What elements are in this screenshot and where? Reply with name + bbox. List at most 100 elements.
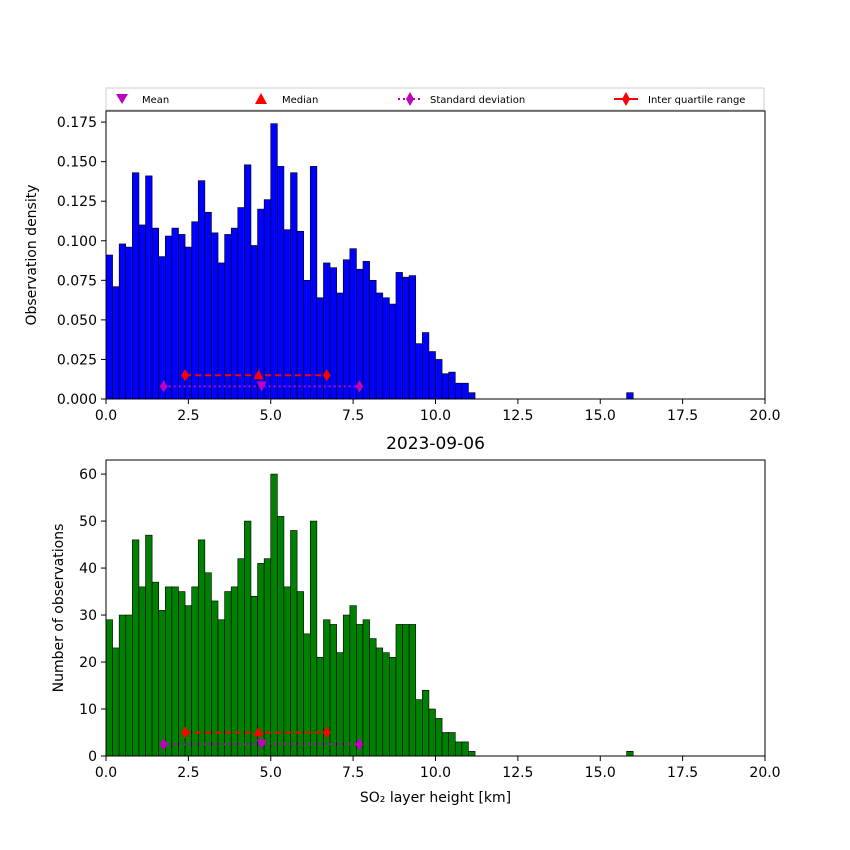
count-bar — [118, 614, 127, 757]
density-bar — [277, 166, 285, 400]
count-bar — [428, 708, 436, 757]
density-y-tick-label: 0.075 — [57, 273, 97, 289]
density-y-axis-label: Observation density — [24, 184, 40, 325]
legend-label-std: Standard deviation — [430, 95, 525, 106]
density-bar — [237, 207, 245, 400]
count-bar — [454, 741, 463, 757]
density-y-tick-label: 0.050 — [57, 313, 97, 329]
density-bar — [349, 248, 357, 400]
density-bar — [151, 227, 160, 400]
count-median-marker — [253, 726, 264, 737]
count-bar — [171, 586, 179, 757]
density-y-tick-label: 0.150 — [57, 155, 97, 171]
count-bar — [369, 638, 377, 757]
density-bar — [138, 224, 146, 400]
count-x-axis-label: SO₂ layer height [km] — [360, 790, 511, 806]
density-statistics-markers — [159, 369, 364, 393]
density-median-marker — [253, 369, 264, 380]
count-bar — [224, 591, 232, 757]
legend-entry-iqr: Inter quartile range — [614, 92, 745, 106]
count-bars — [105, 473, 476, 757]
legend-entry-std: Standard deviation — [398, 92, 525, 106]
count-bar — [303, 633, 311, 757]
density-bar — [290, 172, 298, 400]
density-iqr-high-marker — [322, 369, 331, 382]
legend-label-iqr: Inter quartile range — [648, 95, 745, 106]
count-bar — [415, 699, 423, 757]
count-bar — [197, 539, 206, 757]
density-bar — [402, 276, 410, 400]
density-x-tick-label: 5.0 — [260, 408, 282, 424]
count-mean-marker — [256, 739, 267, 750]
count-outlier-bar — [626, 751, 634, 757]
count-std-low-marker — [159, 738, 168, 751]
legend-label-mean: Mean — [142, 95, 169, 106]
count-bar — [112, 647, 120, 757]
density-bar — [435, 359, 443, 400]
count-bar — [342, 614, 351, 757]
count-bar — [244, 520, 252, 757]
density-x-tick-label: 2.5 — [177, 408, 199, 424]
density-bar — [270, 123, 278, 400]
density-bar — [408, 275, 417, 400]
density-bar — [230, 227, 239, 400]
density-bar — [158, 256, 166, 400]
count-bar — [158, 610, 166, 757]
mean-marker-icon — [116, 94, 128, 104]
density-bar — [105, 254, 113, 400]
density-bar — [125, 246, 133, 400]
count-bar — [204, 572, 212, 757]
count-x-tick-label: 0.0 — [95, 765, 117, 781]
density-bar — [356, 268, 364, 400]
density-bar — [375, 292, 384, 400]
density-y-ticks: 0.000 0.025 0.050 0.075 0.100 0.125 0.150 0.175 — [57, 115, 106, 408]
density-bar — [362, 261, 370, 400]
count-x-tick-label: 2.5 — [177, 765, 199, 781]
density-bar — [336, 292, 344, 400]
count-bar — [296, 591, 304, 757]
count-x-tick-label: 7.5 — [342, 765, 364, 781]
count-bar — [217, 619, 225, 757]
density-mean-marker — [256, 381, 267, 392]
density-iqr-low-marker — [181, 369, 190, 382]
density-y-tick-label: 0.000 — [57, 392, 97, 408]
density-bars — [105, 123, 476, 400]
density-bar — [145, 175, 153, 400]
density-bar — [389, 303, 397, 400]
density-bar — [197, 180, 206, 400]
count-y-tick-label: 20 — [79, 655, 97, 671]
density-std-low-marker — [159, 380, 168, 393]
density-y-tick-label: 0.100 — [57, 234, 97, 250]
count-bar — [349, 605, 357, 757]
density-histogram-panel: 0.0 2.5 5.0 7.5 10.0 12.5 15.0 17.5 20.0 0.0000.… — [24, 110, 781, 424]
density-bar — [441, 373, 449, 400]
count-x-tick-label: 17.5 — [667, 765, 698, 781]
count-y-axis-label: Number of observations — [51, 524, 67, 693]
count-bar — [329, 624, 337, 757]
density-bar — [316, 297, 324, 400]
density-bar — [112, 286, 120, 400]
count-bar — [290, 530, 298, 757]
count-bar — [237, 558, 245, 757]
count-bar — [422, 689, 430, 757]
density-bar — [369, 280, 377, 400]
count-bar — [105, 619, 113, 757]
count-bar — [270, 473, 278, 757]
count-y-tick-label: 30 — [79, 608, 97, 624]
count-bar — [132, 539, 140, 757]
density-bar — [415, 343, 423, 400]
count-bar — [165, 586, 173, 757]
count-y-tick-label: 10 — [79, 702, 97, 718]
count-bar — [362, 619, 370, 757]
density-bar — [395, 272, 403, 400]
count-x-tick-label: 10.0 — [420, 765, 451, 781]
count-bar — [441, 732, 449, 757]
density-outlier-bar — [626, 392, 634, 400]
count-bar — [277, 516, 285, 757]
count-bar — [395, 624, 403, 757]
density-bar — [303, 280, 311, 400]
legend-entry-median: Median — [255, 93, 318, 106]
count-x-tick-label: 15.0 — [585, 765, 616, 781]
density-bar — [382, 297, 390, 400]
density-bar — [329, 267, 337, 400]
